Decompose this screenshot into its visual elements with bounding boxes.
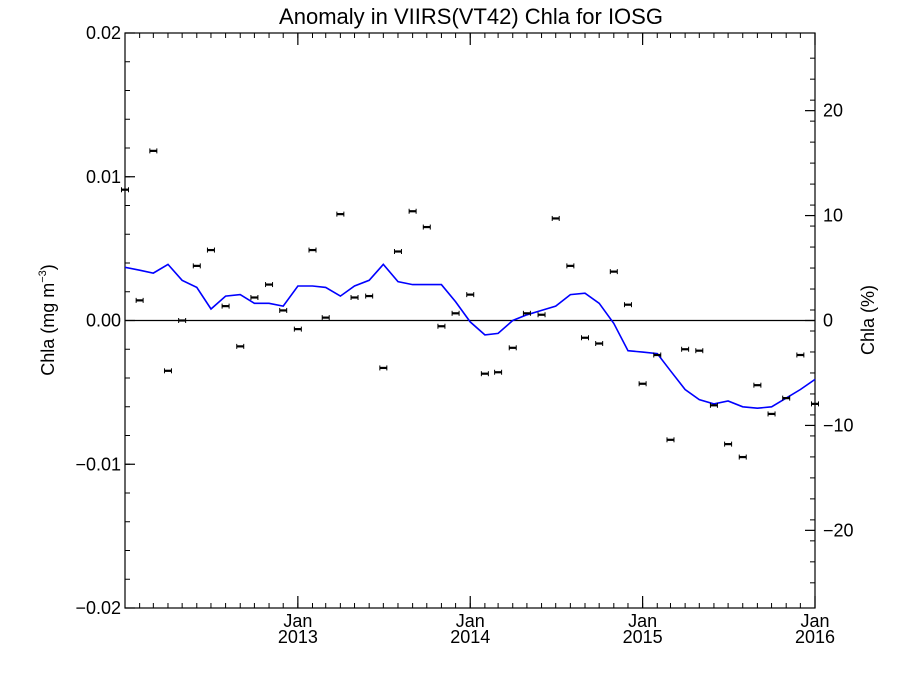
data-point xyxy=(422,224,431,230)
data-point xyxy=(709,402,718,408)
y-axis-label-left-superscript: −3 xyxy=(37,270,49,283)
anomaly-line xyxy=(124,263,816,410)
data-point xyxy=(451,310,460,316)
right-tick-label: 10 xyxy=(823,206,843,226)
x-tick-year: 2014 xyxy=(450,627,490,647)
left-tick-label: 0.01 xyxy=(86,167,121,187)
data-point xyxy=(782,395,791,401)
left-tick-label: −0.02 xyxy=(75,598,121,618)
data-point xyxy=(192,263,201,269)
data-point xyxy=(653,352,662,358)
data-point xyxy=(308,247,317,253)
data-point xyxy=(738,454,747,460)
data-point xyxy=(293,326,302,332)
data-point xyxy=(724,441,733,447)
data-point xyxy=(163,368,172,374)
data-point xyxy=(595,341,604,346)
data-point xyxy=(551,215,560,221)
right-tick-label: 0 xyxy=(823,311,833,331)
x-tick-year: 2016 xyxy=(795,627,835,647)
data-point xyxy=(566,263,575,269)
data-point xyxy=(365,293,374,299)
data-point xyxy=(437,323,446,329)
data-point xyxy=(522,310,531,316)
data-point xyxy=(508,345,517,351)
data-point xyxy=(666,437,675,443)
data-point xyxy=(135,297,144,303)
x-tick-year: 2013 xyxy=(278,627,318,647)
x-tick-month: Jan xyxy=(628,611,657,631)
anomaly-points xyxy=(121,148,819,460)
data-point xyxy=(408,208,417,214)
data-point xyxy=(537,312,546,318)
data-point xyxy=(221,303,230,309)
data-point xyxy=(623,302,632,308)
data-point xyxy=(236,343,245,349)
data-point xyxy=(265,282,274,288)
right-tick-label: 20 xyxy=(823,101,843,121)
data-point xyxy=(393,249,402,254)
data-point xyxy=(695,348,704,354)
data-point xyxy=(206,247,215,253)
data-point xyxy=(466,292,475,298)
data-point xyxy=(581,335,589,341)
x-tick-month: Jan xyxy=(283,611,312,631)
x-tick-month: Jan xyxy=(456,611,485,631)
right-tick-label: −20 xyxy=(823,520,854,540)
right-y-axis: 20 10 0 −10 −20 xyxy=(805,57,854,584)
data-point xyxy=(638,381,647,387)
left-tick-label: 0.02 xyxy=(86,23,121,43)
data-point xyxy=(480,371,489,377)
data-point xyxy=(336,211,345,217)
data-point xyxy=(379,365,388,371)
data-point xyxy=(121,187,129,193)
data-point xyxy=(811,401,819,407)
data-point xyxy=(609,269,618,275)
chart-title: Anomaly in VIIRS(VT42) Chla for IOSG xyxy=(279,4,663,29)
right-tick-label: −10 xyxy=(823,415,854,435)
left-y-axis: 0.02 0.01 0.00 −0.01 −0.02 xyxy=(75,23,135,618)
data-point xyxy=(279,307,288,313)
data-point xyxy=(350,295,359,300)
y-axis-label-left: Chla (mg m−3) xyxy=(37,264,58,376)
left-tick-label: −0.01 xyxy=(75,454,121,474)
data-point xyxy=(494,369,503,375)
left-tick-label: 0.00 xyxy=(86,311,121,331)
data-point xyxy=(321,315,330,321)
x-tick-month: Jan xyxy=(800,611,829,631)
data-point xyxy=(250,295,259,300)
data-point xyxy=(753,382,762,388)
data-point xyxy=(681,346,690,352)
data-point xyxy=(767,411,776,417)
data-point xyxy=(149,148,158,154)
data-point xyxy=(178,318,187,323)
x-tick-year: 2015 xyxy=(623,627,663,647)
y-axis-label-right: Chla (%) xyxy=(858,285,878,355)
data-point xyxy=(796,352,805,358)
